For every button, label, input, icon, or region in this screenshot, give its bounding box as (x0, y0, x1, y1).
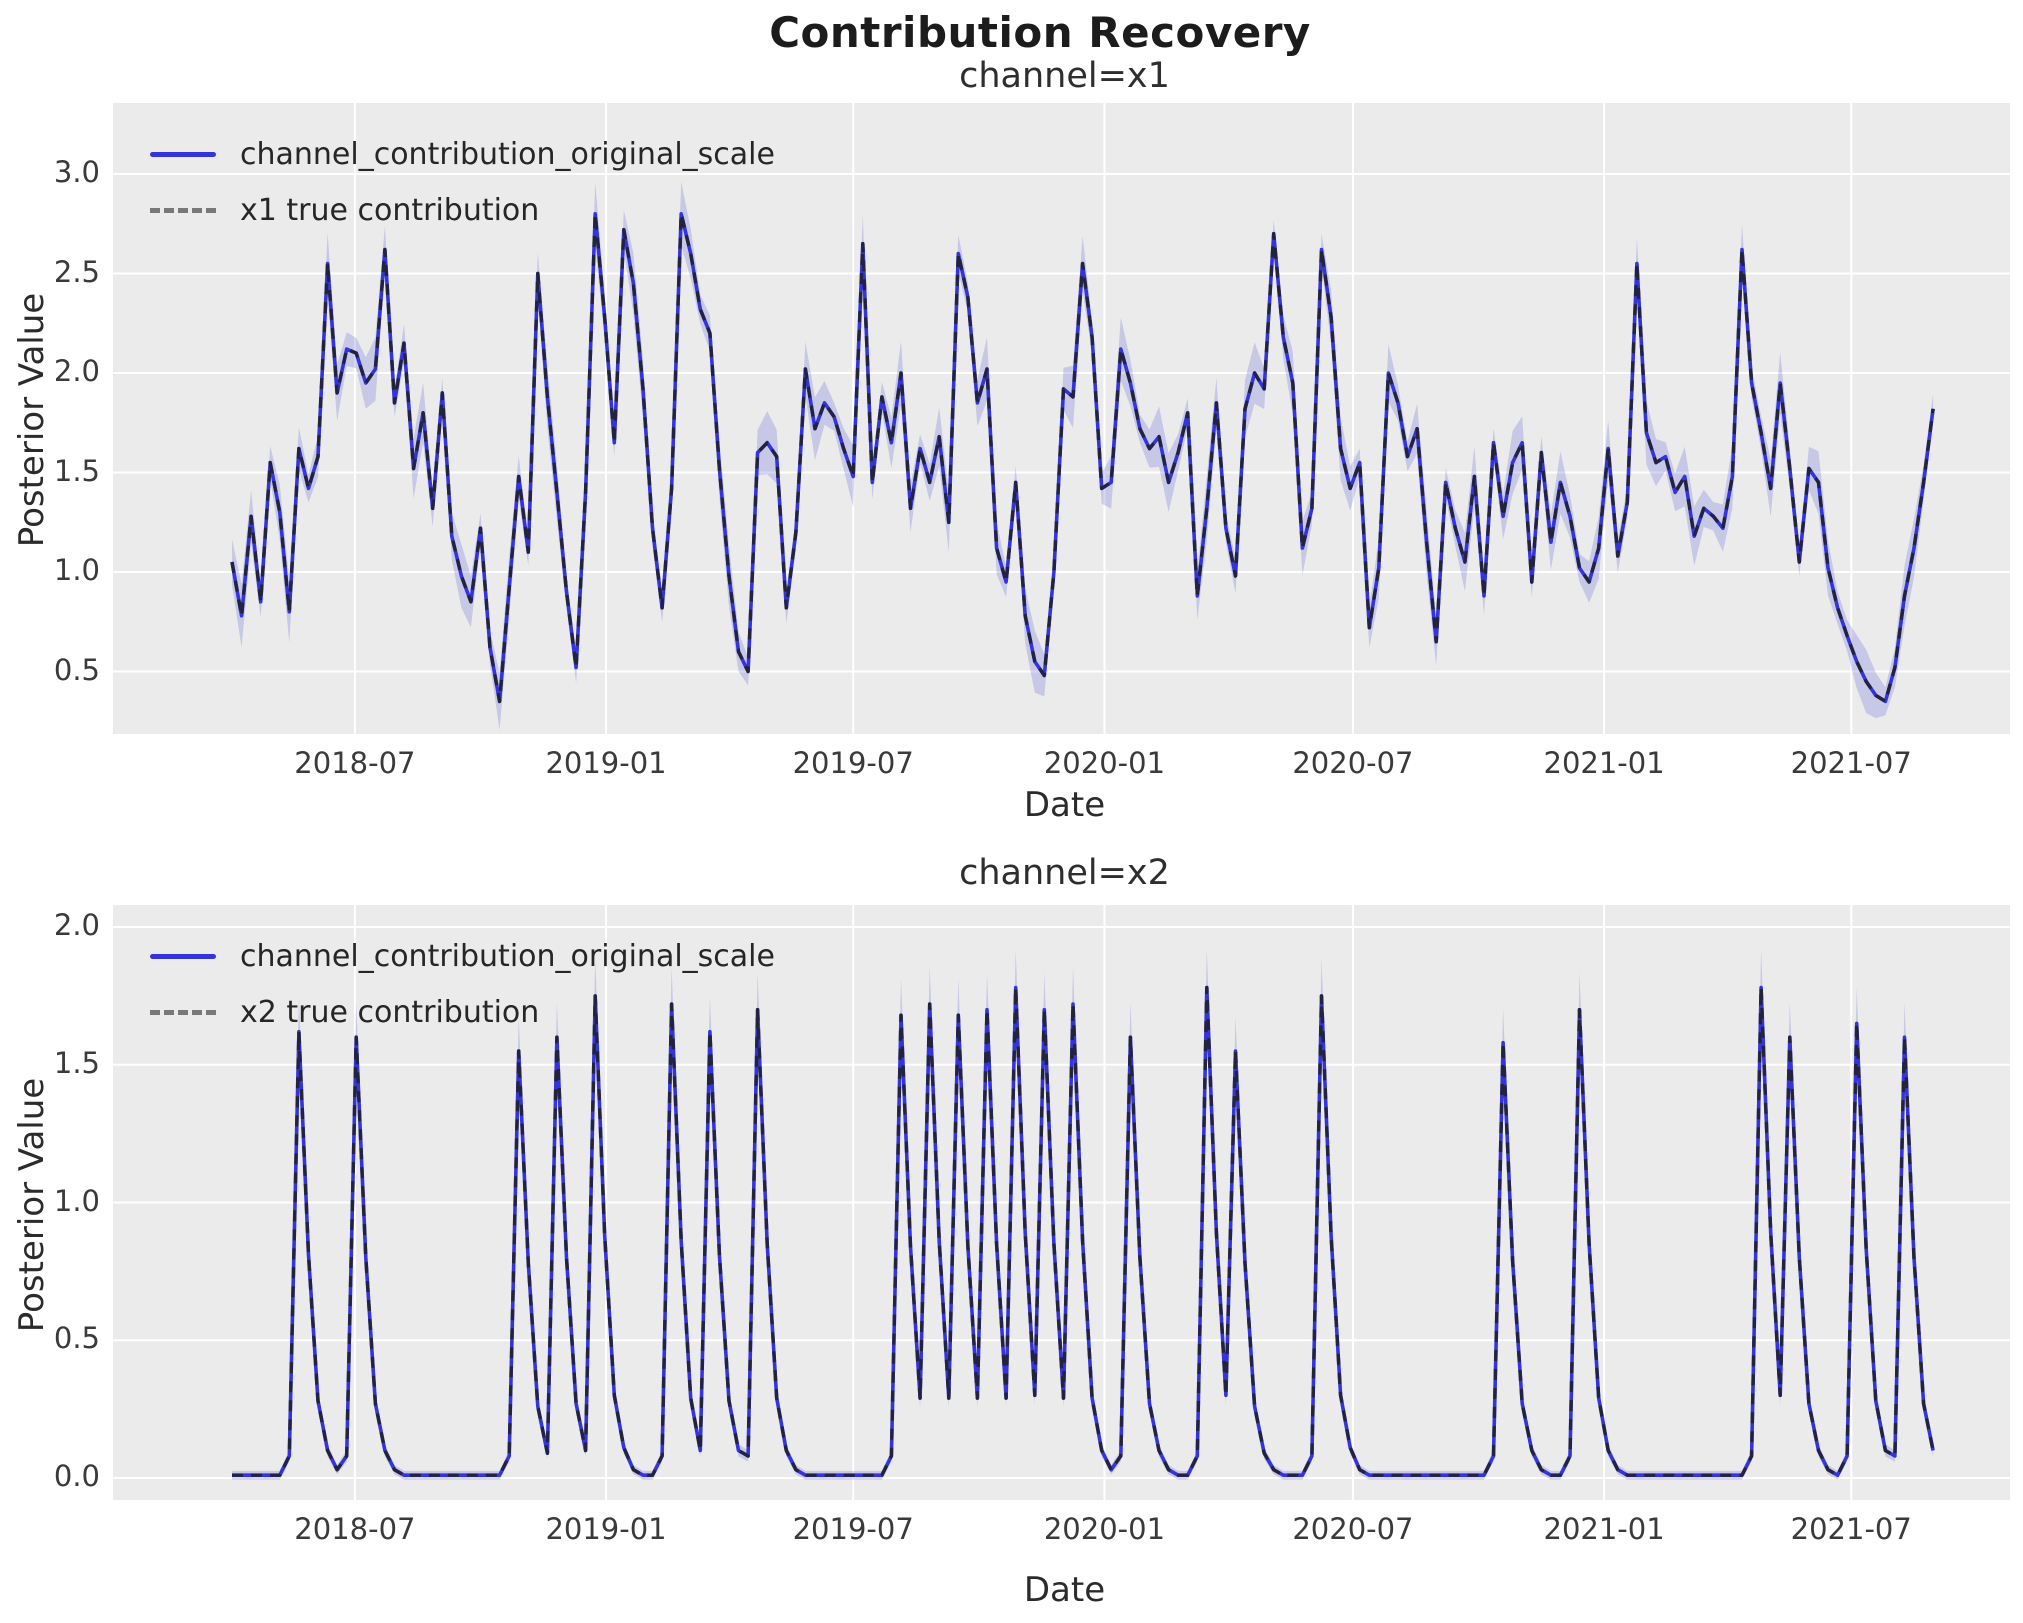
x-tick-label: 2021-01 (1543, 746, 1665, 780)
y-tick-label: 1.0 (53, 553, 100, 587)
y-tick-label: 2.0 (53, 908, 100, 942)
legend-label: channel_contribution_original_scale (240, 938, 775, 974)
x-tick-label: 2019-07 (792, 1512, 914, 1546)
y-tick-label: 0.0 (53, 1459, 100, 1493)
x-tick-label: 2019-07 (792, 746, 914, 780)
subplot1-y-axis-label: Posterior Value (12, 292, 52, 548)
hdi-band (232, 182, 1934, 730)
subplot2-x-axis-label: Date (1023, 1570, 1106, 1610)
true-contribution-line (230, 212, 1935, 704)
solid-line-swatch-icon (150, 151, 216, 157)
y-tick-label: 2.0 (53, 354, 100, 388)
subplot2-title: channel=x2 (959, 853, 1170, 893)
subplot1-x-axis-label: Date (1023, 785, 1106, 825)
y-tick-label: 0.5 (53, 652, 100, 687)
legend-label: channel_contribution_original_scale (240, 136, 775, 172)
legend-entry: x1 true contribution (150, 189, 775, 231)
x-tick-label: 2021-07 (1790, 1512, 1912, 1546)
legend-entry: channel_contribution_original_scale (150, 133, 775, 175)
x-tick-label: 2020-01 (1043, 1512, 1166, 1546)
x-tick-label: 2018-07 (294, 746, 416, 780)
y-tick-label: 1.5 (53, 453, 100, 488)
y-tick-label: 3.0 (53, 155, 100, 189)
subplot1-legend: channel_contribution_original_scale x1 t… (150, 133, 775, 231)
y-tick-label: 2.5 (53, 254, 100, 289)
x-tick-label: 2020-01 (1043, 746, 1166, 780)
y-tick-label: 1.5 (53, 1045, 100, 1080)
legend-entry: channel_contribution_original_scale (150, 935, 775, 977)
y-tick-label: 0.5 (53, 1321, 100, 1356)
subplot2-legend: channel_contribution_original_scale x2 t… (150, 935, 775, 1033)
subplot1-title: channel=x1 (959, 56, 1170, 96)
x-tick-label: 2020-07 (1292, 746, 1414, 780)
legend-label: x1 true contribution (240, 192, 540, 228)
x-tick-label: 2021-01 (1543, 1512, 1665, 1546)
solid-line-swatch-icon (150, 953, 216, 959)
legend-label: x2 true contribution (240, 994, 540, 1030)
dashed-line-swatch-icon (150, 207, 216, 213)
true-contribution-line (232, 985, 1935, 1477)
x-tick-label: 2018-07 (294, 1512, 416, 1546)
dashed-line-swatch-icon (150, 1009, 216, 1015)
x-tick-label: 2019-01 (545, 746, 667, 780)
figure-title: Contribution Recovery (769, 8, 1311, 57)
x-tick-label: 2019-01 (545, 1512, 667, 1546)
x-tick-label: 2020-07 (1292, 1512, 1414, 1546)
x-tick-label: 2021-07 (1790, 746, 1912, 780)
y-tick-label: 1.0 (53, 1183, 100, 1218)
legend-entry: x2 true contribution (150, 991, 775, 1033)
